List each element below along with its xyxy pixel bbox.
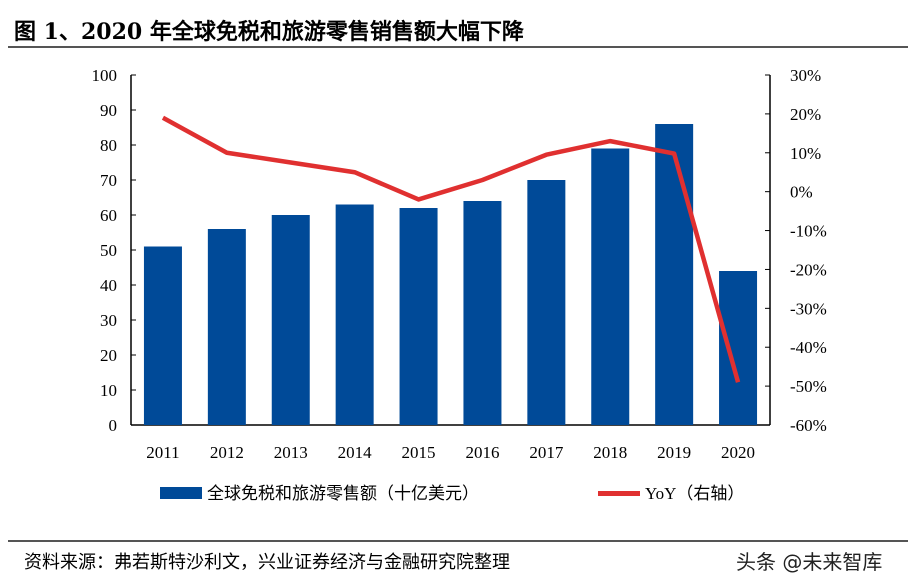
x-tick-label: 2020 <box>721 443 755 462</box>
left-tick-label: 40 <box>100 276 117 295</box>
x-tick-label: 2019 <box>657 443 691 462</box>
footer-divider <box>8 540 908 542</box>
right-tick-label: -40% <box>790 338 827 357</box>
x-tick-label: 2013 <box>274 443 308 462</box>
bar-2016 <box>463 201 502 425</box>
right-tick-label: 10% <box>790 144 821 163</box>
legend-label-line: YoY（右轴） <box>645 484 744 503</box>
bar-2018 <box>591 148 630 425</box>
bar-2012 <box>207 229 246 425</box>
legend-swatch-bar <box>160 487 202 499</box>
yoy-line <box>161 115 741 383</box>
bar-2020 <box>719 271 758 425</box>
left-tick-label: 80 <box>100 136 117 155</box>
left-tick-label: 90 <box>100 101 117 120</box>
right-tick-label: 30% <box>790 66 821 85</box>
left-tick-label: 100 <box>92 66 118 85</box>
left-tick-label: 70 <box>100 171 117 190</box>
right-tick-label: -50% <box>790 377 827 396</box>
left-tick-label: 60 <box>100 206 117 225</box>
bar-2014 <box>335 204 374 425</box>
right-tick-label: -30% <box>790 299 827 318</box>
title-divider <box>8 46 908 48</box>
right-tick-label: -10% <box>790 222 827 241</box>
x-tick-label: 2014 <box>338 443 373 462</box>
x-tick-label: 2016 <box>465 443 499 462</box>
bar-2019 <box>655 124 694 425</box>
x-tick-label: 2018 <box>593 443 627 462</box>
left-tick-label: 50 <box>100 241 117 260</box>
x-tick-label: 2012 <box>210 443 244 462</box>
bar-2013 <box>271 215 310 425</box>
watermark: 头条 @未来智库 <box>736 550 883 574</box>
right-tick-label: -20% <box>790 260 827 279</box>
bar-2011 <box>143 246 182 425</box>
right-tick-label: 0% <box>790 183 813 202</box>
legend-swatch-line <box>598 491 640 496</box>
chart: 0 10 20 30 40 50 60 70 80 90 100 -60% -50% -40% -30% -2… <box>92 66 827 503</box>
left-tick-label: 30 <box>100 311 117 330</box>
left-tick-label: 10 <box>100 381 117 400</box>
left-tick-label: 20 <box>100 346 117 365</box>
right-tick-label: 20% <box>790 105 821 124</box>
bar-2015 <box>399 208 438 425</box>
figure-title: 图 1、2020 年全球免税和旅游零售销售额大幅下降 <box>14 19 524 45</box>
legend-label-bar: 全球免税和旅游零售额（十亿美元） <box>207 484 479 503</box>
left-tick-label: 0 <box>109 416 118 435</box>
source-note: 资料来源：弗若斯特沙利文，兴业证券经济与金融研究院整理 <box>24 552 510 573</box>
x-tick-label: 2011 <box>146 443 179 462</box>
x-tick-label: 2017 <box>529 443 564 462</box>
x-tick-label: 2015 <box>402 443 436 462</box>
bar-2017 <box>527 180 566 425</box>
right-tick-label: -60% <box>790 416 827 435</box>
